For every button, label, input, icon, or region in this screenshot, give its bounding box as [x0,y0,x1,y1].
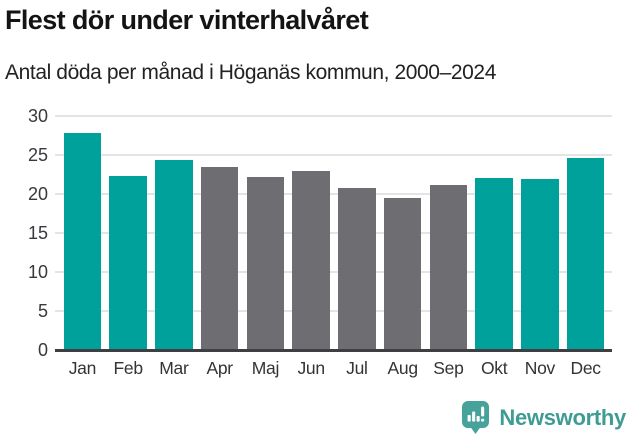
y-tick-label-30: 30 [27,106,48,126]
bar-feb [109,176,147,350]
gridline-10 [55,271,612,273]
x-tick-label-mar: Mar [159,358,189,378]
gridline-30 [55,115,612,117]
y-tick-label-10: 10 [27,262,48,282]
x-tick-label-okt: Okt [480,358,508,378]
bar-dec [566,158,605,350]
x-tick-label-aug: Aug [387,358,419,378]
x-tick-label-dec: Dec [570,358,602,378]
bar-jun [292,170,330,350]
x-tick-label-jun: Jun [297,358,325,378]
newsworthy-logo: Newsworthy [461,400,626,435]
bar-okt [475,178,513,350]
x-tick-label-nov: Nov [524,358,556,378]
bar-maj [246,176,285,350]
bar-apr [200,167,239,350]
x-tick-label-jul: Jul [346,358,368,378]
page-title: Flest dör under vinterhalvåret [5,5,369,35]
bar-sep [429,184,468,350]
brand-name: Newsworthy [499,404,626,430]
bar-aug [383,197,422,350]
y-tick-label-5: 5 [37,301,48,321]
x-tick-label-feb: Feb [113,358,144,378]
x-tick-label-maj: Maj [251,358,280,378]
x-tick-label-sep: Sep [433,358,464,378]
gridline-25 [55,154,612,156]
newsworthy-bubble-chart-icon [461,400,491,435]
bar-jul [338,187,376,350]
bar-nov [521,179,559,350]
gridline-5 [55,310,612,312]
x-axis-line [55,349,612,352]
y-tick-label-0: 0 [37,340,48,360]
y-tick-label-20: 20 [27,184,48,204]
bar-mar [155,160,193,350]
chart-subtitle: Antal döda per månad i Höganäs kommun, 2… [5,61,496,84]
plot-area [55,115,612,350]
gridline-15 [55,232,612,234]
x-tick-label-apr: Apr [206,358,233,378]
y-tick-label-15: 15 [27,223,48,243]
y-tick-label-25: 25 [27,145,48,165]
bar-jan [63,133,102,350]
gridline-20 [55,193,612,195]
x-tick-label-jan: Jan [68,358,97,378]
